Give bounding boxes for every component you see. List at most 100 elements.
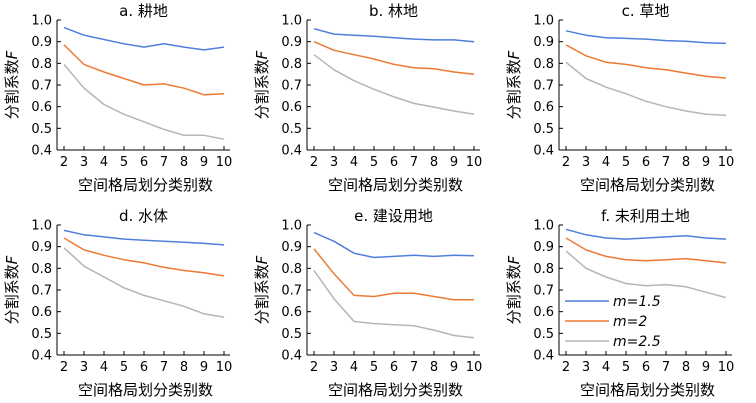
y-tick-label: 0.4 xyxy=(31,349,52,364)
y-tick-label: 0.9 xyxy=(281,35,302,50)
y-tick-label: 0.5 xyxy=(281,327,302,342)
x-tick-label: 9 xyxy=(702,155,710,170)
x-tick-label: 10 xyxy=(216,360,233,375)
x-tick-label: 9 xyxy=(200,155,208,170)
series-line-m2 xyxy=(565,44,727,79)
series-line-m2_5 xyxy=(63,63,225,140)
legend-label: m=1.5 xyxy=(613,294,661,310)
legend-label: m=2.5 xyxy=(613,334,661,350)
series-line-m1_5 xyxy=(63,229,225,246)
x-tick-label: 4 xyxy=(350,155,358,170)
y-axis-title: 分割系数F xyxy=(3,50,21,119)
y-tick-label: 0.4 xyxy=(31,144,52,159)
y-tick-label: 0.4 xyxy=(533,349,554,364)
x-tick-label: 7 xyxy=(662,360,670,375)
x-tick-label: 9 xyxy=(200,360,208,375)
y-tick-label: 0.4 xyxy=(281,144,302,159)
series-line-m1_5 xyxy=(63,26,225,51)
x-tick-label: 9 xyxy=(450,155,458,170)
x-tick-label: 2 xyxy=(60,155,68,170)
y-tick-label: 0.9 xyxy=(31,240,52,255)
x-tick-label: 8 xyxy=(682,360,690,375)
x-tick-label: 10 xyxy=(466,155,483,170)
x-tick-label: 9 xyxy=(702,360,710,375)
y-tick-label: 0.7 xyxy=(31,79,52,94)
x-axis-title: 空间格局划分类别数 xyxy=(580,381,715,399)
chart-panel-2: 0.4 0.5 0.6 0.7 0.8 0.9 1.0 2 3 4 5 6 7 8 9 10 b. 林地空间格局… xyxy=(253,2,482,194)
y-tick-label: 0.6 xyxy=(281,305,302,320)
y-tick-label: 0.8 xyxy=(281,262,302,277)
x-tick-label: 9 xyxy=(450,360,458,375)
x-tick-label: 4 xyxy=(350,360,358,375)
x-tick-label: 7 xyxy=(410,155,418,170)
series-line-m2 xyxy=(63,237,225,277)
x-tick-label: 8 xyxy=(430,155,438,170)
series-line-m2_5 xyxy=(313,54,475,116)
y-tick-label: 0.7 xyxy=(31,284,52,299)
x-tick-label: 10 xyxy=(718,360,735,375)
x-tick-label: 6 xyxy=(390,155,398,170)
x-axis-title: 空间格局划分类别数 xyxy=(328,381,463,399)
x-axis-title: 空间格局划分类别数 xyxy=(328,176,463,194)
y-tick-label: 0.8 xyxy=(281,57,302,72)
x-tick-label: 8 xyxy=(430,360,438,375)
x-axis-title: 空间格局划分类别数 xyxy=(78,381,213,399)
series-line-m2_5 xyxy=(565,250,727,299)
y-tick-label: 0.5 xyxy=(533,327,554,342)
chart-panel-4: 0.4 0.5 0.6 0.7 0.8 0.9 1.0 2 3 4 5 6 7 8 9 10 d. 水体空间格局… xyxy=(3,207,232,399)
x-tick-label: 5 xyxy=(120,360,128,375)
chart-panel-3: 0.4 0.5 0.6 0.7 0.8 0.9 1.0 2 3 4 5 6 7 8 9 10 c. 草地空间格局… xyxy=(505,2,734,194)
series-line-m2_5 xyxy=(565,61,727,117)
x-tick-label: 7 xyxy=(410,360,418,375)
y-tick-label: 0.9 xyxy=(533,35,554,50)
series-line-m1_5 xyxy=(313,231,475,259)
y-tick-label: 0.9 xyxy=(281,240,302,255)
series-line-m2_5 xyxy=(313,270,475,339)
x-tick-label: 6 xyxy=(390,360,398,375)
y-tick-label: 1.0 xyxy=(533,14,554,29)
y-tick-label: 0.8 xyxy=(31,262,52,277)
x-tick-label: 5 xyxy=(370,360,378,375)
y-axis-title: 分割系数F xyxy=(505,255,523,324)
y-tick-label: 0.5 xyxy=(31,327,52,342)
y-tick-label: 0.6 xyxy=(533,305,554,320)
y-tick-label: 0.6 xyxy=(31,100,52,115)
panel-title: f. 未利用土地 xyxy=(601,207,690,225)
y-tick-label: 0.9 xyxy=(31,35,52,50)
y-tick-label: 0.5 xyxy=(533,122,554,137)
y-tick-label: 1.0 xyxy=(281,14,302,29)
y-tick-label: 1.0 xyxy=(533,219,554,234)
x-tick-label: 3 xyxy=(582,155,590,170)
y-tick-label: 0.8 xyxy=(533,262,554,277)
series-line-m2_5 xyxy=(63,247,225,318)
x-axis-title: 空间格局划分类别数 xyxy=(580,176,715,194)
y-tick-label: 0.9 xyxy=(533,240,554,255)
x-tick-label: 3 xyxy=(80,155,88,170)
y-tick-label: 0.4 xyxy=(533,144,554,159)
y-tick-label: 0.8 xyxy=(31,57,52,72)
x-tick-label: 5 xyxy=(622,360,630,375)
x-tick-label: 4 xyxy=(602,360,610,375)
panel-title: b. 林地 xyxy=(369,2,418,20)
chart-panel-5: 0.4 0.5 0.6 0.7 0.8 0.9 1.0 2 3 4 5 6 7 8 9 10 e. 建设用地空间… xyxy=(253,207,482,399)
legend-label: m=2 xyxy=(613,314,647,330)
x-tick-label: 3 xyxy=(330,155,338,170)
y-tick-label: 0.7 xyxy=(533,284,554,299)
x-tick-label: 8 xyxy=(180,155,188,170)
x-tick-label: 10 xyxy=(718,155,735,170)
x-tick-label: 8 xyxy=(180,360,188,375)
panel-title: a. 耕地 xyxy=(119,2,168,20)
chart-panel-1: 0.4 0.5 0.6 0.7 0.8 0.9 1.0 2 3 4 5 6 7 8 9 10 a. 耕地空间格局… xyxy=(3,2,232,194)
series-line-m1_5 xyxy=(313,27,475,43)
x-tick-label: 7 xyxy=(662,155,670,170)
x-tick-label: 3 xyxy=(330,360,338,375)
panel-title: d. 水体 xyxy=(119,207,168,225)
y-tick-label: 0.5 xyxy=(31,122,52,137)
x-tick-label: 5 xyxy=(370,155,378,170)
y-axis-title: 分割系数F xyxy=(505,50,523,119)
y-tick-label: 0.4 xyxy=(281,349,302,364)
series-line-m1_5 xyxy=(565,228,727,240)
x-tick-label: 6 xyxy=(642,360,650,375)
x-tick-label: 2 xyxy=(60,360,68,375)
y-tick-label: 0.6 xyxy=(31,305,52,320)
